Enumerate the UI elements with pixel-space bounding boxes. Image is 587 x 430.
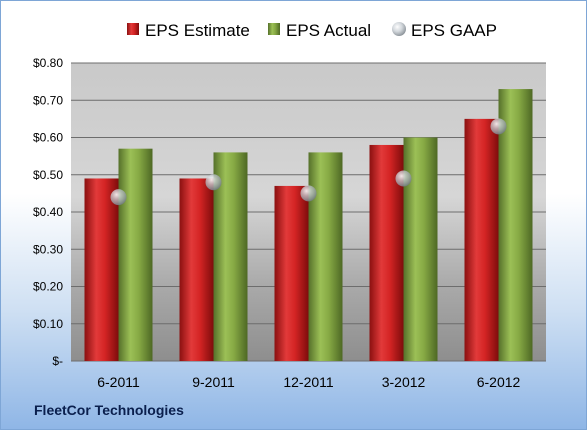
company-name: FleetCor Technologies (34, 402, 184, 418)
bar-eps-estimate (274, 185, 309, 361)
bar-eps-actual (403, 137, 438, 361)
y-tick-label: $0.20 (33, 280, 63, 294)
x-tick-label: 3-2012 (382, 374, 426, 390)
legend-label-eps-gaap: EPS GAAP (411, 21, 497, 40)
bar-eps-actual (118, 148, 153, 361)
x-tick-label: 6-2012 (477, 374, 521, 390)
legend: EPS Estimate EPS Actual EPS GAAP (127, 21, 497, 40)
bars (84, 89, 533, 361)
point-eps-gaap (395, 170, 412, 187)
y-tick-label: $0.50 (33, 168, 63, 182)
legend-marker-eps-gaap (392, 22, 406, 36)
y-axis-ticks: $- $0.10 $0.20 $0.30 $0.40 $0.50 $0.60 $0.70 $0.… (33, 56, 63, 368)
y-tick-label: $0.60 (33, 131, 63, 145)
bar-eps-estimate (179, 178, 214, 361)
bar-eps-estimate (84, 178, 119, 361)
bar-eps-actual (498, 89, 533, 361)
legend-swatch-eps-actual (268, 23, 280, 35)
bar-eps-estimate (464, 118, 499, 361)
x-tick-label: 12-2011 (283, 374, 334, 390)
y-tick-label: $0.70 (33, 93, 63, 107)
bar-eps-actual (308, 152, 343, 361)
gaap-points (110, 118, 507, 206)
y-tick-label: $0.80 (33, 56, 63, 70)
y-tick-label: $0.40 (33, 205, 63, 219)
legend-label-eps-actual: EPS Actual (286, 21, 371, 40)
x-tick-label: 9-2011 (192, 374, 235, 390)
y-tick-label: $0.30 (33, 242, 63, 256)
y-tick-label: $- (52, 354, 63, 368)
x-tick-label: 6-2011 (97, 374, 140, 390)
point-eps-gaap (490, 118, 507, 135)
x-axis-ticks: 6-2011 9-2011 12-2011 3-2012 6-2012 (97, 374, 520, 390)
point-eps-gaap (205, 174, 222, 191)
legend-label-eps-estimate: EPS Estimate (145, 21, 250, 40)
y-tick-label: $0.10 (33, 317, 63, 331)
point-eps-gaap (110, 189, 127, 206)
legend-swatch-eps-estimate (127, 23, 139, 35)
point-eps-gaap (300, 185, 317, 202)
